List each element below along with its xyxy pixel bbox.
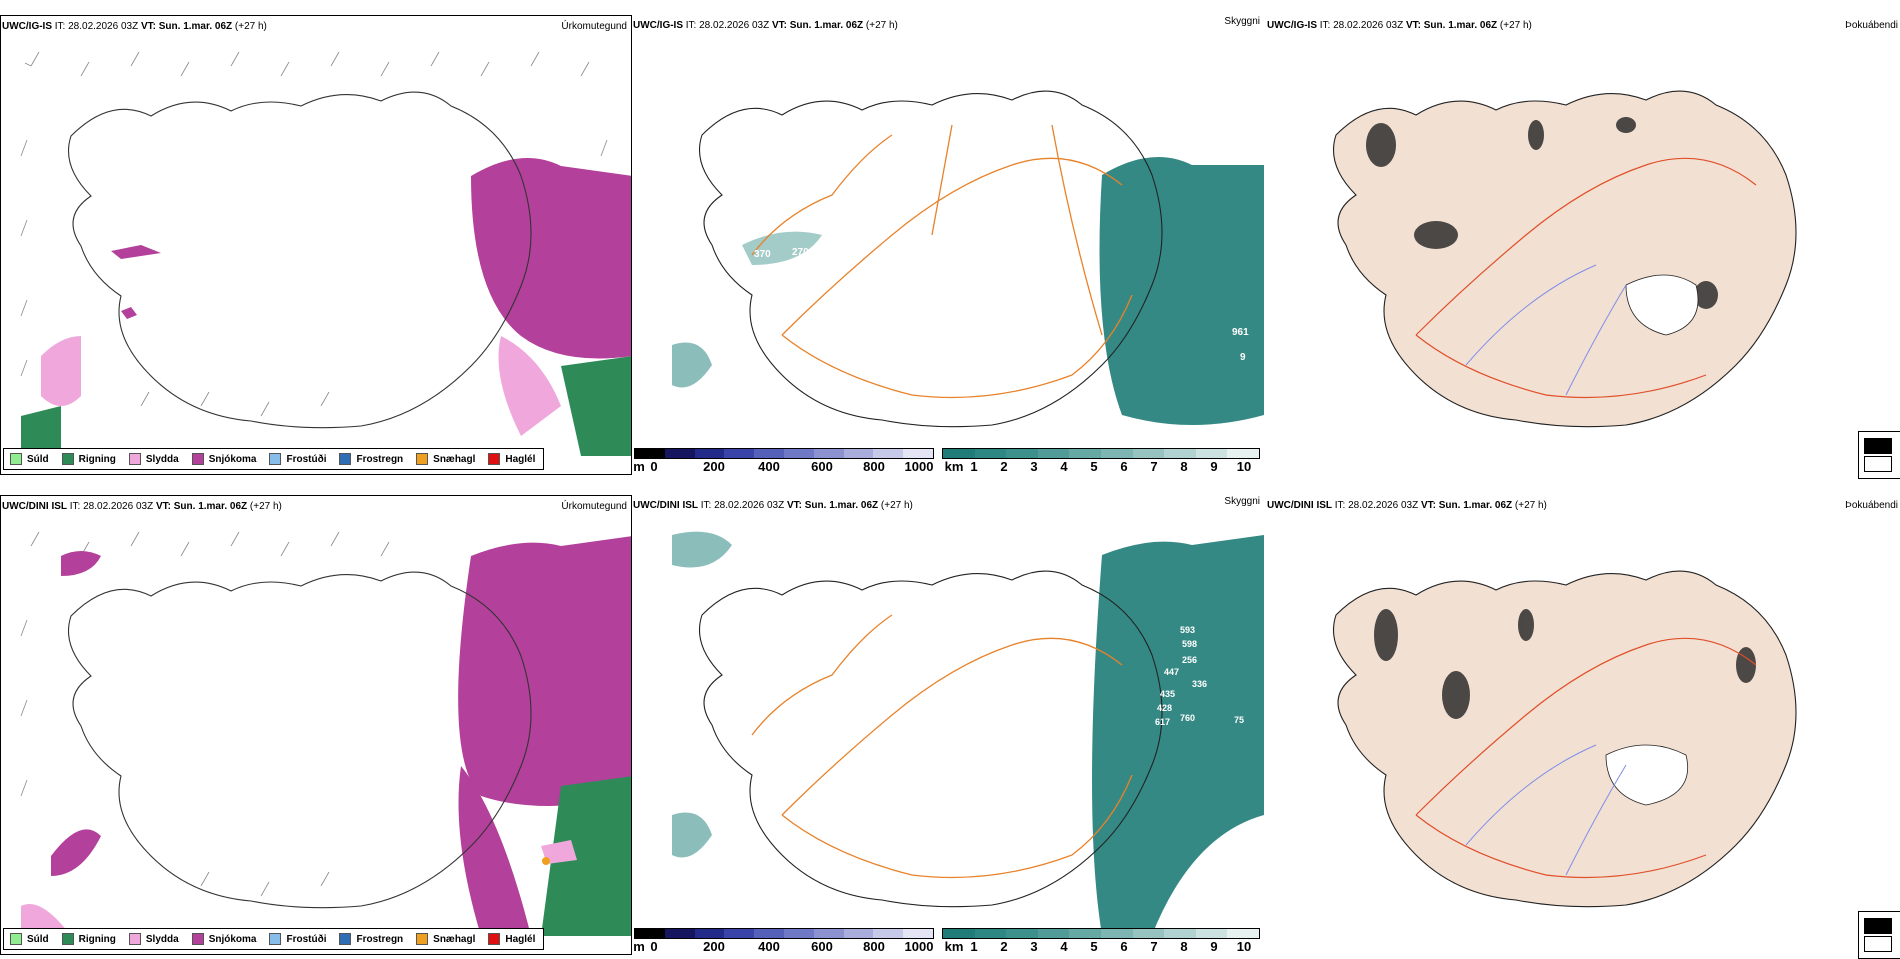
precip-map: [20, 51, 631, 456]
panel-header: UWC/DINI ISL IT: 28.02.2026 03Z VT: Sun.…: [1267, 500, 1547, 511]
cloud-label: 961: [1232, 327, 1249, 338]
legend-item: Rigning: [61, 933, 116, 945]
legend-item: Súld: [10, 453, 49, 465]
cloud-label: 270: [792, 247, 809, 258]
precip-type-legend: Súld Rigning Slydda Snjókoma Frostúði Fr…: [3, 448, 545, 470]
precip-type-legend: Súld Rigning Slydda Snjókoma Frostúði Fr…: [3, 928, 545, 950]
legend-item: Súld: [10, 933, 49, 945]
panel-title: Úrkomutegund: [561, 21, 627, 32]
fog-panel-top: UWC/IG-IS IT: 28.02.2026 03Z VT: Sun. 1.…: [1266, 15, 1900, 479]
cloud-label: 370: [754, 249, 771, 260]
cloud-label: 336: [1192, 679, 1207, 689]
panel-header: UWC/DINI ISL IT: 28.02.2026 03Z VT: Sun.…: [633, 500, 913, 511]
fog-map: [1332, 570, 1797, 908]
visibility-colorbar: km 1 2 3 4 5 6 7 8 9 10: [942, 928, 1260, 954]
cloud-label: 760: [1180, 713, 1195, 723]
road-network: [751, 124, 1133, 399]
panel-header: UWC/IG-IS IT: 28.02.2026 03Z VT: Sun. 1.…: [1267, 20, 1532, 31]
cloud-label: 75: [1234, 715, 1244, 725]
cloud-label: 28: [772, 622, 782, 632]
cloud-label: 9: [1240, 352, 1246, 363]
legend-item: Rigning: [61, 453, 116, 465]
cloud-panel-bottom: UWC/DINI ISL IT: 28.02.2026 03Z VT: Sun.…: [632, 495, 1264, 955]
cloud-label: 598: [1182, 639, 1197, 649]
visibility-bar: [942, 448, 1260, 459]
visibility-colorbar: km 1 2 3 4 5 6 7 8 9 10: [942, 448, 1260, 474]
cloudbase-colorbar: m 0 200 400 600 800 1000: [633, 928, 934, 954]
fog-map: [1332, 90, 1797, 428]
cloud-label: 447: [1164, 667, 1179, 677]
cloud-map: 28 593 598 256 447 336 435 428 617 760 7…: [672, 531, 1264, 935]
legend-item: Snjókoma: [191, 933, 256, 945]
cloud-label: 428: [1157, 703, 1172, 713]
visibility-bar: [942, 928, 1260, 939]
panel-header: UWC/IG-IS IT: 28.02.2026 03Z VT: Sun. 1.…: [2, 21, 267, 32]
legend-item: Frostregn: [339, 453, 403, 465]
panel-title: Þokuábendi: [1845, 500, 1898, 511]
precip-panel-bottom: UWC/DINI ISL IT: 28.02.2026 03Z VT: Sun.…: [0, 495, 632, 955]
cloud-label: 435: [1160, 689, 1175, 699]
legend-item: Slydda: [128, 453, 179, 465]
cloud-label: 593: [1180, 625, 1195, 635]
panel-title: Þokuábendi: [1845, 20, 1898, 31]
cloud-panel-top: UWC/IG-IS IT: 28.02.2026 03Z VT: Sun. 1.…: [632, 15, 1264, 475]
legend-item: Frostúði: [269, 453, 326, 465]
road-network: [1415, 637, 1757, 879]
wind-barbs: [20, 51, 608, 417]
cloudbase-colorbar: m 0 200 400 600 800 1000: [633, 448, 934, 474]
fog-legend: 0 60: [1857, 431, 1900, 479]
cloudbase-bar: [634, 928, 934, 939]
legend-item: Snæhagl: [416, 933, 475, 945]
precip-panel-top: UWC/IG-IS IT: 28.02.2026 03Z VT: Sun. 1.…: [0, 15, 632, 475]
rivers: [1465, 744, 1627, 876]
legend-item: Snæhagl: [416, 453, 475, 465]
fog-panel-bottom: UWC/DINI ISL IT: 28.02.2026 03Z VT: Sun.…: [1266, 495, 1900, 959]
legend-item: Frostregn: [339, 933, 403, 945]
panel-title: Skyggni: [1224, 16, 1260, 27]
panel-title: Úrkomutegund: [561, 501, 627, 512]
precip-map: [20, 531, 631, 936]
legend-item: Snjókoma: [191, 453, 256, 465]
cloud-label: 617: [1155, 717, 1170, 727]
wind-barbs: [20, 531, 390, 897]
fog-legend: 0 60: [1857, 911, 1900, 959]
legend-item: Haglél: [488, 453, 535, 465]
rivers: [1465, 264, 1627, 396]
panel-header: UWC/DINI ISL IT: 28.02.2026 03Z VT: Sun.…: [2, 501, 282, 512]
road-network: [751, 614, 1133, 879]
legend-item: Frostúði: [269, 933, 326, 945]
panel-title: Skyggni: [1224, 496, 1260, 507]
legend-item: Haglél: [488, 933, 535, 945]
legend-item: Slydda: [128, 933, 179, 945]
road-network: [1415, 157, 1757, 399]
cloud-label: 256: [1182, 655, 1197, 665]
cloudbase-bar: [634, 448, 934, 459]
cloud-map: 370 270 961 9: [672, 90, 1264, 428]
panel-header: UWC/IG-IS IT: 28.02.2026 03Z VT: Sun. 1.…: [633, 20, 898, 31]
